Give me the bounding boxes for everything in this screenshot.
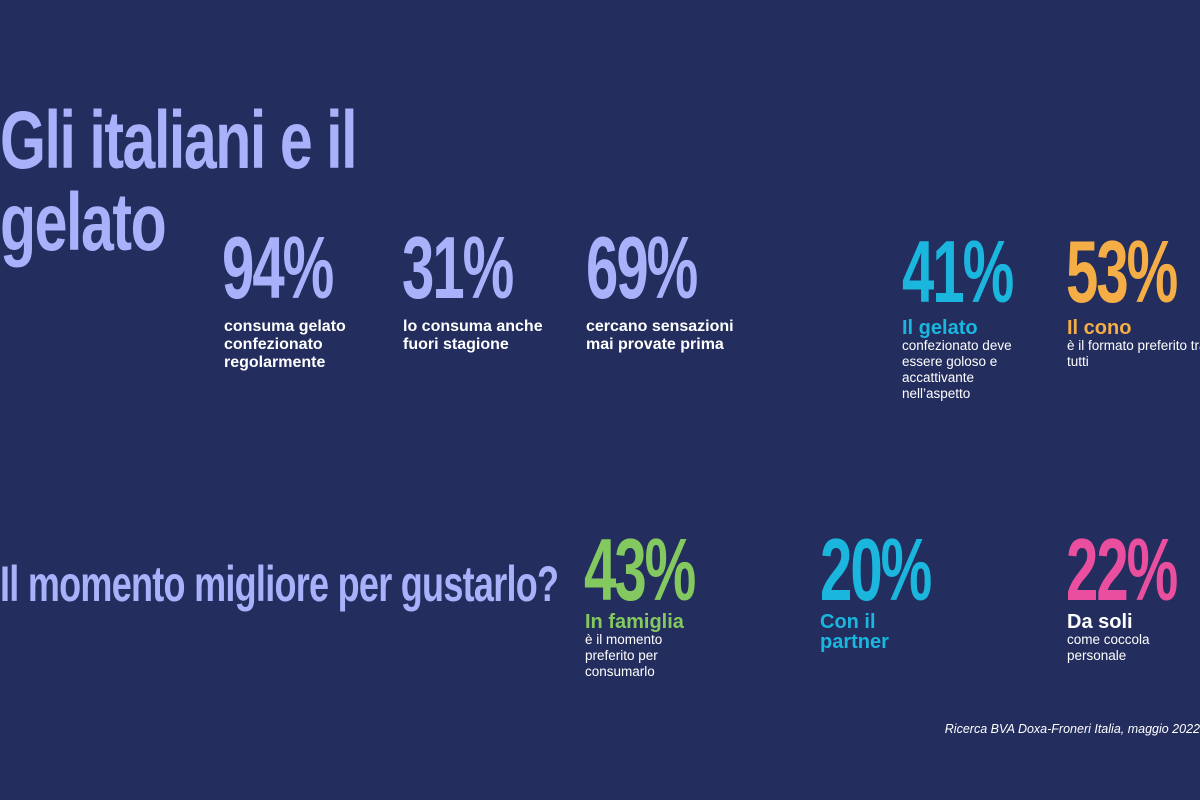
stat-description: lo consuma anche fuori stagione <box>403 318 543 353</box>
stat-value: 41% <box>902 222 1014 321</box>
source-note: Ricerca BVA Doxa-Froneri Italia, maggio … <box>944 722 1200 736</box>
moment-description: come coccola personale <box>1067 632 1150 663</box>
stat-description: cercano sensazioni mai provate prima <box>586 318 734 353</box>
stat-description: confezionato deve essere goloso e accatt… <box>902 338 1012 401</box>
moment-heading: In famiglia <box>585 611 684 633</box>
stat-heading: Il cono <box>1067 317 1132 339</box>
stat-description: è il formato preferito tra tutti <box>1067 338 1200 369</box>
stat-description: consuma gelato confezionato regolarmente <box>224 318 346 371</box>
moment-value: 43% <box>584 520 696 619</box>
stat-value: 31% <box>402 218 514 317</box>
moment-value: 22% <box>1066 520 1178 619</box>
question-heading: Il momento migliore per gustarlo? <box>0 556 559 612</box>
stat-heading: Il gelato <box>902 317 978 339</box>
moment-heading: Con il partner <box>820 611 889 653</box>
moment-description: è il momento preferito per consumarlo <box>585 632 663 679</box>
moment-value: 20% <box>820 520 932 619</box>
stat-value: 94% <box>222 218 334 317</box>
stat-value: 69% <box>586 218 698 317</box>
page-title: Gli italiani e il gelato <box>0 95 358 268</box>
stat-value: 53% <box>1066 222 1178 321</box>
moment-heading: Da soli <box>1067 611 1133 633</box>
